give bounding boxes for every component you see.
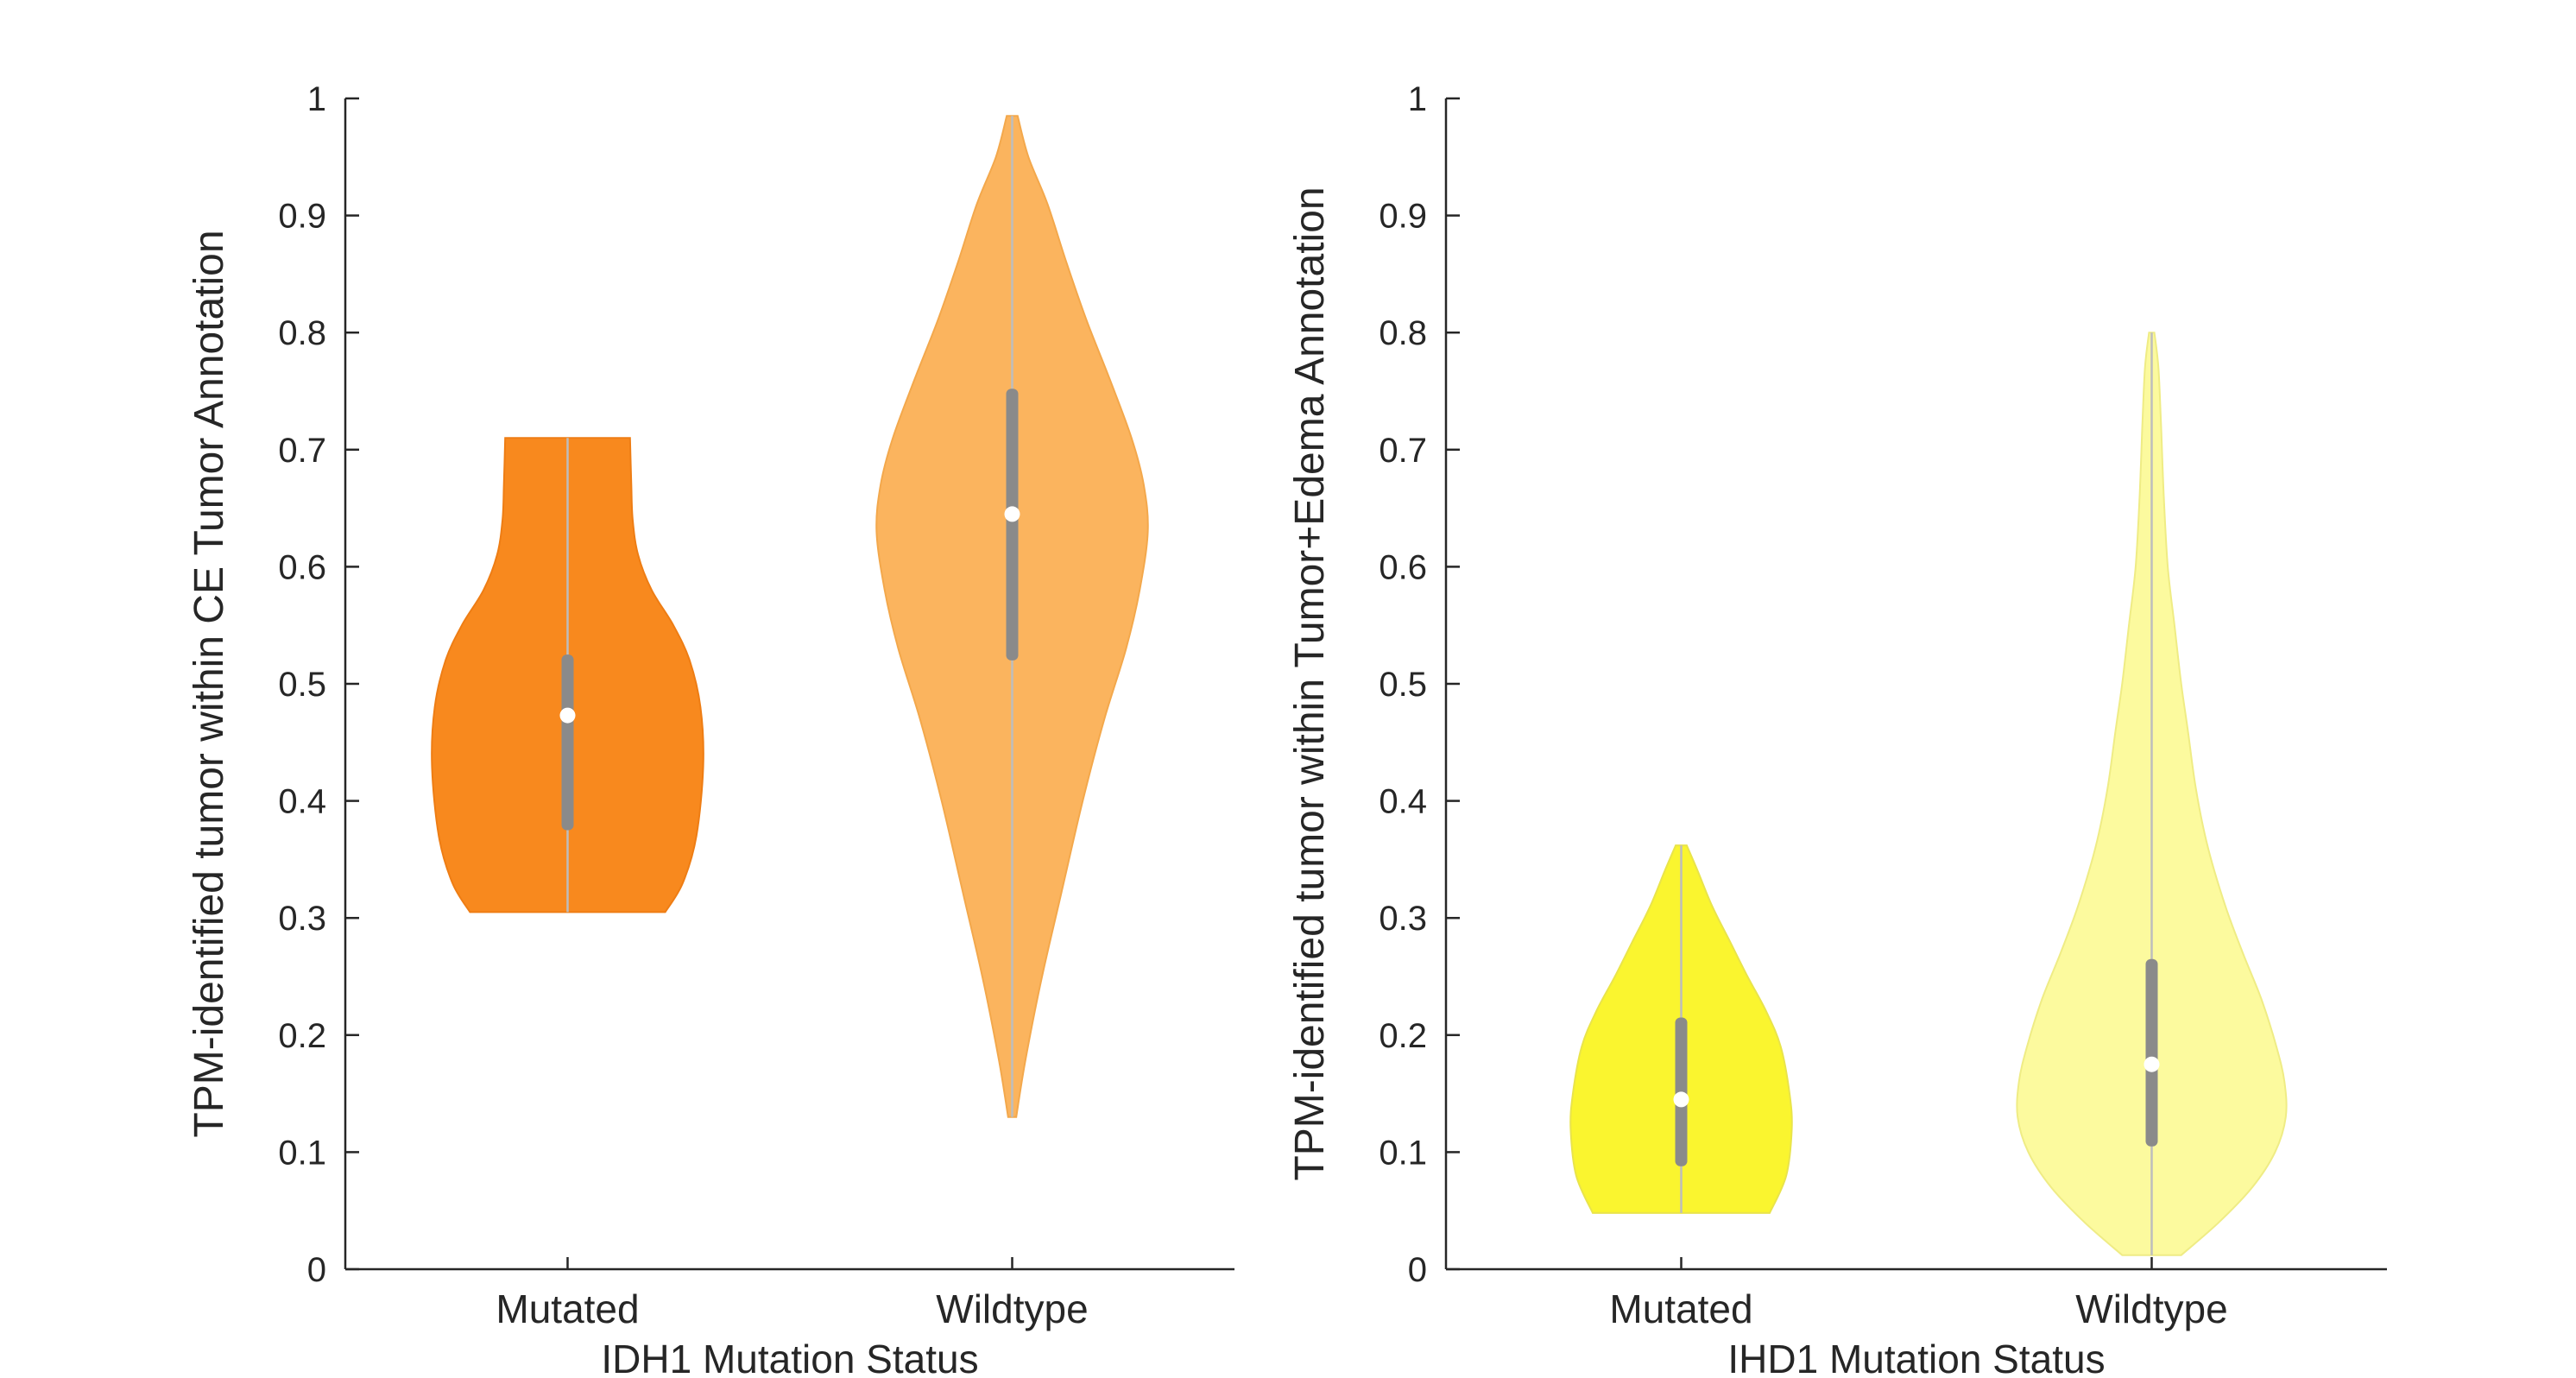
y-tick-label: 0.1 [1379, 1134, 1427, 1172]
x-axis-label: IHD1 Mutation Status [1727, 1337, 2105, 1378]
y-tick-label: 0.2 [1379, 1017, 1427, 1055]
y-tick-label: 0.9 [278, 198, 326, 236]
y-tick-label: 0.3 [278, 900, 326, 938]
iqr-box [561, 654, 574, 831]
y-tick-label: 0.3 [1379, 900, 1427, 938]
category-label: Wildtype [936, 1286, 1088, 1331]
y-tick-label: 0.5 [1379, 666, 1427, 704]
y-tick-label: 0 [1408, 1251, 1427, 1289]
y-tick-label: 0.2 [278, 1017, 326, 1055]
iqr-box [1006, 389, 1019, 661]
iqr-box [2145, 958, 2158, 1147]
category-label: Mutated [1609, 1286, 1752, 1331]
y-tick-label: 0.8 [1379, 314, 1427, 352]
median-dot [2144, 1056, 2160, 1072]
y-tick-label: 0 [307, 1251, 326, 1289]
y-tick-label: 0.6 [1379, 548, 1427, 586]
violin-chart-2: 0 0.1 0.2 0.3 0.4 0.5 0.6 0.7 0.8 0.9 1 Mutated Wild… [1287, 80, 2387, 1378]
y-tick-label: 1 [307, 80, 326, 118]
y-tick-label: 0.7 [278, 432, 326, 470]
median-dot [559, 707, 576, 724]
y-axis-label: TPM-identified tumor within CE Tumor Ann… [186, 230, 232, 1137]
median-dot [1004, 506, 1020, 522]
category-label: Wildtype [2075, 1286, 2227, 1331]
y-tick-label: 1 [1408, 80, 1427, 118]
y-tick-label: 0.6 [278, 548, 326, 586]
y-tick-label: 0.1 [278, 1134, 326, 1172]
y-tick-label: 0.4 [278, 783, 326, 821]
category-label: Mutated [496, 1286, 639, 1331]
violin-chart-1: 0 0.1 0.2 0.3 0.4 0.5 0.6 0.7 0.8 0.9 1 Mutated Wild… [186, 80, 1234, 1378]
y-axis-label: TPM-identified tumor within Tumor+Edema … [1287, 186, 1333, 1180]
y-tick-label: 0.5 [278, 666, 326, 704]
x-axis-label: IDH1 Mutation Status [601, 1337, 978, 1378]
y-tick-label: 0.9 [1379, 198, 1427, 236]
y-tick-label: 0.4 [1379, 783, 1427, 821]
y-tick-label: 0.8 [278, 314, 326, 352]
median-dot [1673, 1091, 1689, 1108]
y-tick-label: 0.7 [1379, 432, 1427, 470]
